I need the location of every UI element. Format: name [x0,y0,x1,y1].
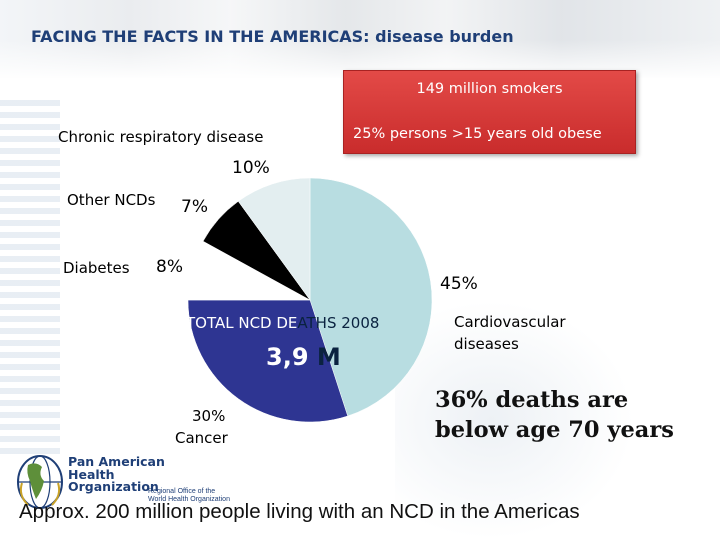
cardiovascular-pct: 45% [440,274,478,294]
paho-logo-line-1: Pan American [68,454,165,469]
footer-statement: Approx. 200 million people living with a… [19,500,580,523]
smokers-text: 149 million smokers [416,81,563,97]
diabetes-pct: 8% [156,257,183,277]
other-ncds-pct: 7% [181,197,208,217]
paho-logo-line-2: Health [68,466,115,482]
paho-logo-subtitle: Regional Office of the World Health Orga… [148,488,230,504]
paho-logo-line-3: Organization [68,479,159,494]
pie-slice-chronic-respiratory-disease [237,177,311,301]
obesity-text: 25% persons >15 years old obese [353,126,602,142]
respiratory-label: Chronic respiratory disease [58,128,264,146]
slide-title: FACING THE FACTS IN THE AMERICAS: diseas… [31,27,514,46]
total-deaths-label: TOTAL NCD DEATHS 2008 [186,314,379,332]
cardiovascular-label-line-1: Cardiovascular [454,313,566,331]
total-deaths-value-tail: M [316,343,341,371]
under-70-note: 36% deaths are below age 70 years [435,385,674,445]
cancer-pct: 30% [192,407,226,425]
paho-logo-sub-1: Regional Office of the [148,488,216,495]
americas-map-shade [395,300,635,540]
total-deaths-value: 3,9 M [266,343,341,371]
other-ncds-label: Other NCDs [67,191,156,209]
cancer-label: Cancer [175,429,228,447]
cardiovascular-label: Cardiovascular diseases [454,311,566,355]
under-70-note-line-1: 36% deaths are [435,387,629,413]
risk-factor-callout: 149 million smokers 25% persons >15 year… [343,70,636,154]
background-stripes [0,100,60,460]
pie-slice-cardiovascular-diseases [309,177,433,417]
total-deaths-value-main: 3,9 [266,343,317,371]
paho-logo-sub-2: World Health Organization [148,496,230,503]
under-70-note-line-2: below age 70 years [435,417,674,443]
paho-globe-icon [17,455,63,509]
cardiovascular-label-line-2: diseases [454,335,519,353]
respiratory-pct: 10% [232,158,270,178]
total-deaths-label-tail: ATHS 2008 [297,314,380,332]
paho-logo-text: Pan American Health Organization [68,454,165,494]
pie-slice-cancer [187,299,349,423]
total-deaths-label-main: TOTAL NCD DE [186,314,298,332]
diabetes-label: Diabetes [63,259,130,277]
